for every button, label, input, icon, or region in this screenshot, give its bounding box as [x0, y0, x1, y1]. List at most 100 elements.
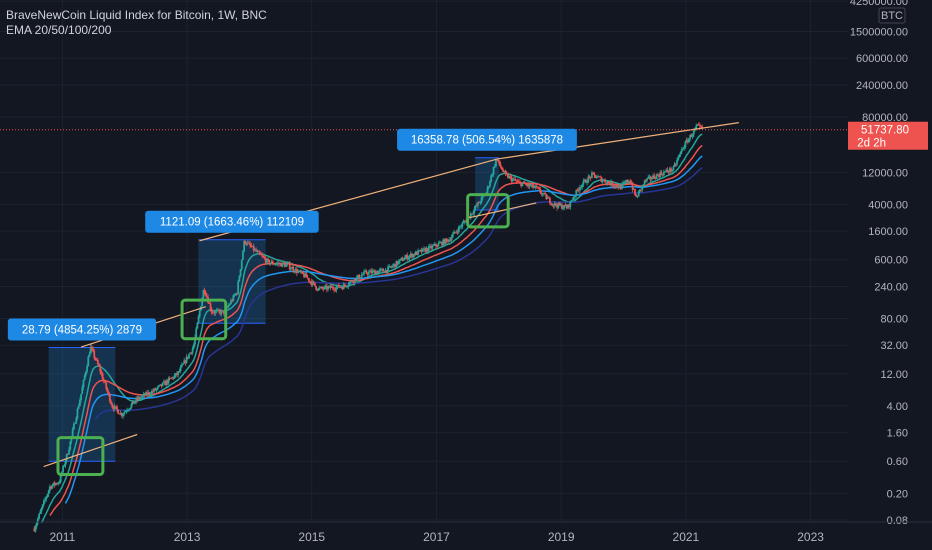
candle-body — [234, 293, 237, 296]
candle-body — [540, 192, 543, 195]
candle-body — [516, 181, 519, 183]
candle-body — [622, 183, 624, 184]
candle-body — [412, 254, 415, 258]
candle-body — [177, 371, 180, 375]
highlight-zones[interactable] — [56, 193, 510, 477]
candle-body — [471, 213, 473, 215]
candle-body — [162, 381, 165, 383]
highlight-zone-box[interactable] — [56, 436, 105, 477]
candle-body — [638, 189, 641, 192]
candle-body — [110, 401, 112, 404]
candle-body — [58, 482, 61, 483]
candle-body — [290, 268, 292, 270]
candle-body — [490, 175, 493, 182]
y-tick-label: 80.00 — [880, 314, 908, 326]
candle-body — [564, 204, 567, 207]
candle-body — [330, 286, 333, 289]
x-axis[interactable]: 2011 2013 2015 2017 2019 2021 2023 — [0, 521, 932, 544]
candle-body — [120, 412, 123, 417]
candle-body — [462, 221, 465, 224]
candle-body — [122, 414, 124, 417]
candle-body — [367, 271, 370, 275]
candle-body — [509, 176, 512, 177]
candle-body — [266, 258, 268, 263]
highlight-zone-box[interactable] — [466, 193, 510, 229]
y-axis[interactable]: 4250000.00 1500000.00 600000.00 240000.00 80… — [848, 0, 932, 550]
candle-body — [552, 204, 555, 206]
candle-body — [186, 356, 189, 359]
indicator-legend[interactable]: EMA 20/50/100/200 — [6, 23, 112, 37]
candle-body — [587, 176, 590, 183]
candle-body — [449, 239, 452, 241]
candle-body — [192, 344, 195, 349]
candle-body — [96, 359, 99, 365]
candle-body — [343, 284, 346, 286]
candle-body — [602, 179, 605, 181]
candle-body — [553, 203, 556, 206]
candle-body — [654, 178, 657, 179]
candle-body — [153, 388, 156, 392]
y-tick-label: 1.60 — [887, 428, 908, 440]
candle-body — [315, 285, 317, 290]
candle-body — [489, 181, 491, 187]
candle-body — [420, 249, 423, 252]
highlight-zone-box[interactable] — [180, 298, 228, 341]
candle-body — [124, 411, 127, 413]
candle-body — [170, 378, 172, 379]
candle-body — [429, 245, 431, 247]
y-tick-label: 12000.00 — [862, 167, 908, 179]
candle-body — [248, 242, 250, 244]
candle-body — [202, 289, 205, 299]
candle-body — [539, 188, 542, 193]
candle-body — [680, 149, 683, 152]
candle-body — [46, 494, 49, 498]
candle-body — [475, 205, 478, 207]
candle-body — [696, 124, 699, 126]
currency-badge[interactable]: BTC — [878, 7, 906, 24]
candle-body — [616, 185, 618, 187]
candle-body — [146, 392, 148, 396]
candle-body — [688, 138, 690, 143]
candle-body — [212, 312, 214, 314]
candle-body — [499, 164, 502, 168]
trendline[interactable] — [467, 202, 537, 219]
candle-body — [626, 180, 629, 182]
candle-body — [486, 186, 489, 193]
candle-body — [99, 366, 102, 372]
y-tick-label: 0.08 — [887, 515, 908, 527]
candle-body — [279, 263, 282, 265]
ema-20-line — [40, 133, 703, 524]
candle-body — [378, 269, 381, 272]
candle-body — [535, 185, 538, 188]
candle-body — [504, 171, 507, 174]
candle-body — [213, 312, 216, 314]
candle-body — [604, 179, 606, 183]
y-tick-label: 32.00 — [880, 340, 908, 352]
candle-body — [270, 261, 273, 263]
candle-body — [293, 271, 296, 272]
candle-body — [612, 185, 615, 187]
candle-body — [75, 418, 78, 424]
candle-body — [566, 204, 569, 209]
candle-body — [493, 166, 496, 168]
candle-body — [260, 253, 262, 255]
candle-body — [592, 172, 594, 174]
candle-body — [438, 242, 441, 244]
y-tick-label: 1500000.00 — [850, 26, 908, 38]
candle-body — [301, 271, 304, 274]
candle-body — [287, 263, 290, 265]
candle-body — [414, 251, 417, 256]
candle-body — [288, 263, 291, 270]
candle-body — [40, 508, 43, 512]
candle-body — [389, 266, 392, 267]
candle-body — [456, 231, 459, 233]
candle-body — [408, 255, 411, 258]
candle-body — [528, 184, 531, 187]
x-tick-label: 2015 — [298, 530, 325, 544]
candle-body — [261, 254, 264, 256]
candle-body — [611, 181, 614, 186]
candle-body — [498, 160, 501, 165]
trendline[interactable] — [497, 122, 739, 160]
candle-body — [295, 268, 298, 273]
